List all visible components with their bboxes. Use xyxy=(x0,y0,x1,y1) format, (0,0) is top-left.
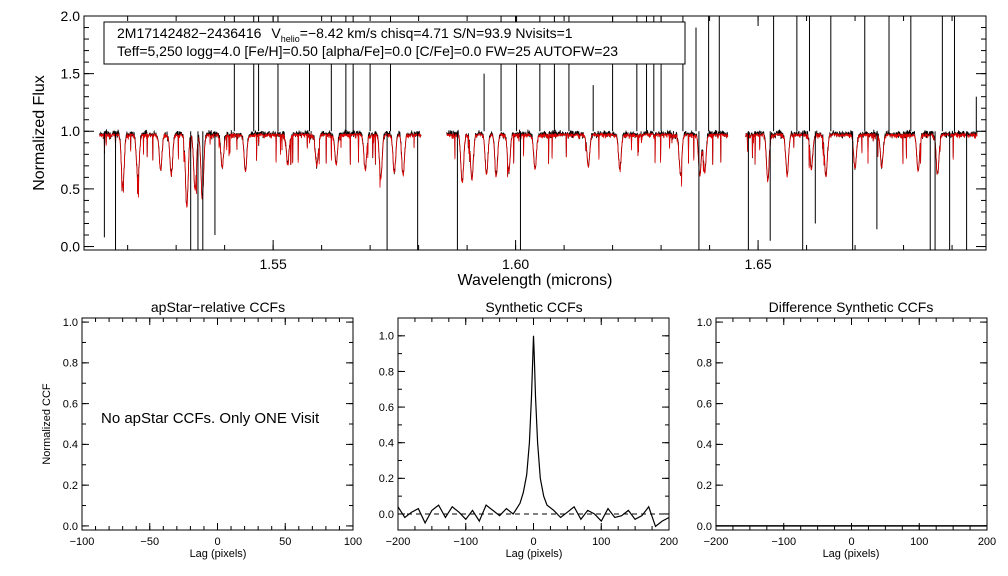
difference-ccf-ytick-label: 0.4 xyxy=(697,439,712,451)
spectrum-annotation-box xyxy=(103,21,686,65)
difference-ccf-frame xyxy=(715,317,988,531)
apstar-ccf-ytick-label: 0.8 xyxy=(63,358,78,370)
synthetic-ccf-xtick-label: 0 xyxy=(530,536,536,548)
apstar-ccf-ytick-label: 0.2 xyxy=(63,480,78,492)
synthetic-ccf-ytick-label: 0.4 xyxy=(379,438,394,450)
spectrum-xlabel: Wavelength (microns) xyxy=(457,272,612,289)
spectrum-xtick-label: 1.65 xyxy=(744,256,771,272)
spectrum-ytick-label: 2.0 xyxy=(61,8,81,24)
apstar-ccf-panel: apStar−relative CCFs −100 −50 0 50 100 0.0 0.2… xyxy=(41,299,362,560)
synthetic-spectrum-line xyxy=(99,132,422,209)
spectrum-ticks: 1.55 1.60 1.65 0.0 0.5 1.0 1.5 2.0 xyxy=(61,8,986,272)
apstar-ccf-xtick-label: 100 xyxy=(344,536,362,548)
apstar-ccf-title: apStar−relative CCFs xyxy=(151,299,285,315)
difference-ccf-ytick-label: 0.8 xyxy=(697,358,712,370)
spectrum-annotation-line2: Teff=5,250 logg=4.0 [Fe/H]=0.50 [alpha/F… xyxy=(117,43,618,59)
synthetic-ccf-ytick-label: 1.0 xyxy=(379,331,394,343)
synthetic-ccf-xtick-label: −200 xyxy=(386,536,411,548)
spectrum-xtick-label: 1.60 xyxy=(502,256,529,272)
synthetic-spectrum-line xyxy=(446,132,729,187)
spectrum-frame xyxy=(83,15,987,251)
synthetic-ccf-ytick-label: 0.8 xyxy=(379,366,394,378)
synthetic-ccf-ticks: −200 −100 0 100 200 0.0 0.2 0.4 0.6 0.8 1.0 xyxy=(379,317,678,548)
difference-ccf-ytick-label: 1.0 xyxy=(697,317,712,329)
apstar-ccf-message: No apStar CCFs. Only ONE Visit xyxy=(101,410,320,427)
difference-ccf-panel: Difference Synthetic CCFs −200 −100 0 100 20… xyxy=(697,299,996,560)
difference-ccf-ticks: −200 −100 0 100 200 0.0 0.2 0.4 0.6 0.8 1.0 xyxy=(697,317,996,548)
synthetic-ccf-panel: Synthetic CCFs −200 −100 0 100 200 0.0 0.2 0.4 0… xyxy=(379,299,678,560)
spectrum-ytick-label: 0.0 xyxy=(61,238,81,254)
difference-ccf-xtick-label: −100 xyxy=(771,536,796,548)
apstar-ccf-xtick-label: −100 xyxy=(70,536,95,548)
apstar-ccf-xtick-label: −50 xyxy=(140,536,159,548)
difference-ccf-xlabel: Lag (pixels) xyxy=(823,548,880,560)
annotation-line1-values: =−8.42 km/s chisq=4.71 S/N=93.9 Nvisits=… xyxy=(300,25,573,41)
synthetic-ccf-xtick-label: 100 xyxy=(592,536,610,548)
annotation-v-symbol: V xyxy=(271,25,281,41)
apstar-ccf-ytick-label: 0.0 xyxy=(63,521,78,533)
spectrum-ytick-label: 1.0 xyxy=(61,123,81,139)
synthetic-ccf-ytick-label: 0.0 xyxy=(379,509,394,521)
apstar-ccf-xtick-label: 50 xyxy=(279,536,291,548)
spectrum-ylabel: Normalized Flux xyxy=(31,75,48,191)
apstar-ccf-xtick-label: 0 xyxy=(214,536,220,548)
difference-ccf-xtick-label: −200 xyxy=(704,536,729,548)
spectrum-annotation-line1: 2M17142482−2436416 Vhelio=−8.42 km/s chis… xyxy=(117,25,573,44)
synthetic-ccf-title: Synthetic CCFs xyxy=(485,299,582,315)
spectrum-ytick-label: 0.5 xyxy=(61,181,81,197)
apstar-ccf-ylabel: Normalized CCF xyxy=(41,383,53,465)
apstar-ccf-ytick-label: 0.6 xyxy=(63,398,78,410)
spectrum-ytick-label: 1.5 xyxy=(61,66,81,82)
synthetic-ccf-ytick-label: 0.6 xyxy=(379,402,394,414)
annotation-star-id: 2M17142482−2436416 xyxy=(117,25,262,41)
apstar-ccf-ytick-label: 0.4 xyxy=(63,439,78,451)
difference-ccf-xtick-label: 0 xyxy=(848,536,854,548)
synthetic-ccf-data xyxy=(398,335,669,528)
spectrum-panel: 1.55 1.60 1.65 0.0 0.5 1.0 1.5 2.0 Normalized F… xyxy=(31,8,987,289)
synthetic-ccf-ytick-label: 0.2 xyxy=(379,473,394,485)
difference-ccf-ytick-label: 0.0 xyxy=(697,521,712,533)
spectrum-xtick-label: 1.55 xyxy=(260,256,287,272)
difference-ccf-xtick-label: 200 xyxy=(978,536,996,548)
difference-ccf-xtick-label: 100 xyxy=(910,536,928,548)
annotation-v-subscript: helio xyxy=(281,34,300,44)
synthetic-spectrum-line xyxy=(745,132,978,183)
apstar-ccf-xlabel: Lag (pixels) xyxy=(190,548,247,560)
apstar-ccf-ticks: −100 −50 0 50 100 0.0 0.2 0.4 0.6 0.8 1.0 xyxy=(63,317,362,548)
difference-ccf-ytick-label: 0.6 xyxy=(697,398,712,410)
difference-ccf-title: Difference Synthetic CCFs xyxy=(769,299,934,315)
synthetic-ccf-xlabel: Lag (pixels) xyxy=(506,548,563,560)
apstar-ccf-ytick-label: 1.0 xyxy=(63,317,78,329)
difference-ccf-ytick-label: 0.2 xyxy=(697,480,712,492)
synthetic-ccf-xtick-label: 200 xyxy=(660,536,678,548)
synthetic-ccf-xtick-label: −100 xyxy=(453,536,478,548)
synthetic-ccf-line xyxy=(398,335,669,528)
